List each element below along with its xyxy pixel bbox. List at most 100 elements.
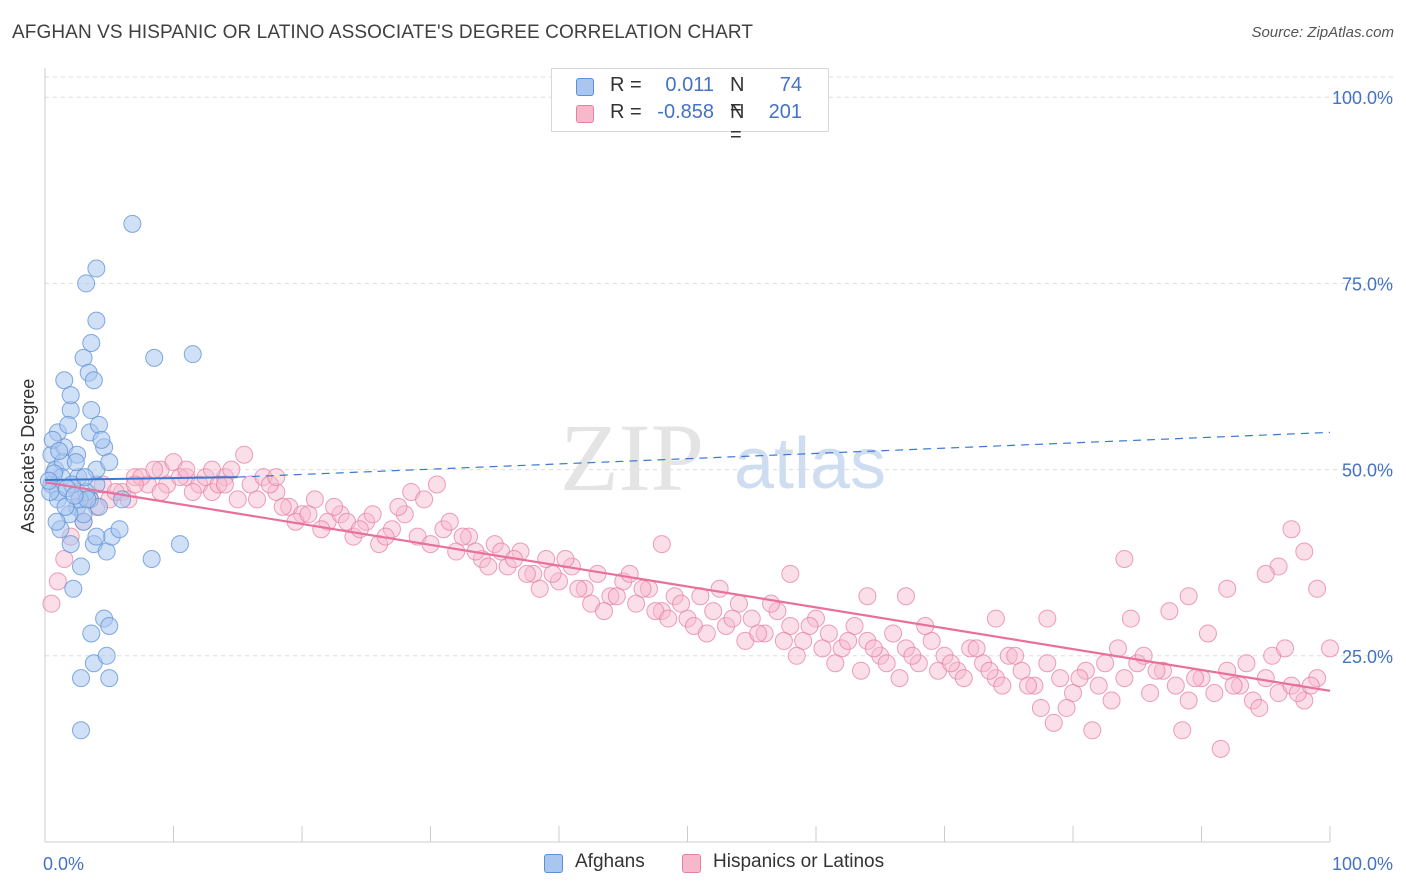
afghans-point — [50, 442, 69, 460]
y-tick-label: 25.0% — [1342, 647, 1393, 667]
hispanics-point — [1276, 639, 1295, 658]
hispanics-point — [1198, 624, 1217, 643]
hispanics-point — [1076, 661, 1095, 680]
correlation-legend: R = 0.011 N = 74 R = -0.858 N = 201 — [551, 68, 829, 146]
hispanics-point — [183, 482, 202, 501]
afghans-point — [142, 549, 161, 568]
hispanics-point — [704, 602, 723, 621]
hispanics-point — [1006, 646, 1025, 665]
hispanics-point — [1186, 669, 1205, 688]
y-tick-label: 75.0% — [1342, 274, 1393, 294]
hispanics-point — [1282, 520, 1301, 539]
hispanics-point — [922, 631, 941, 650]
hispanics-point — [697, 624, 716, 643]
afghans-trend-extension — [237, 431, 1331, 478]
hispanics-point — [1224, 676, 1243, 695]
hispanics-point — [1205, 684, 1224, 703]
hispanics-legend-swatch — [682, 854, 701, 873]
hispanics-point — [209, 475, 228, 494]
afghans-r-value: 0.011 — [665, 74, 714, 96]
y-tick-label: 100.0% — [1332, 88, 1393, 108]
hispanics-point — [543, 564, 562, 583]
hispanics-point — [941, 654, 960, 673]
hispanics-point — [723, 609, 742, 628]
hispanics-point — [453, 527, 472, 546]
hispanics-point — [1179, 691, 1198, 710]
hispanics-point — [909, 654, 928, 673]
hispanics-point — [254, 468, 273, 487]
hispanics-point — [896, 587, 915, 606]
hispanics-point — [331, 505, 350, 524]
hispanics-point — [293, 505, 311, 524]
hispanics-point — [832, 639, 851, 658]
hispanics-point — [48, 572, 67, 591]
hispanics-point — [794, 631, 813, 650]
afghans-point — [65, 486, 84, 505]
hispanics-point — [652, 535, 671, 554]
hispanics-point — [517, 564, 536, 583]
hispanics-n-value: 201 — [768, 101, 802, 123]
y-axis-label: Associate's Degree — [18, 378, 38, 534]
hispanics-point — [550, 572, 568, 591]
hispanics-point — [755, 624, 774, 643]
hispanics-point — [235, 445, 254, 464]
afghans-legend-label: Afghans — [575, 851, 645, 872]
hispanics-point — [954, 669, 973, 688]
afghans-point — [71, 669, 90, 688]
hispanics-point — [1211, 739, 1230, 758]
afghans-point — [59, 415, 78, 434]
afghans-point — [100, 617, 119, 636]
afghans-trend-line — [44, 476, 238, 482]
x-tick-label: 0.0% — [43, 854, 84, 874]
hispanics-point — [1108, 639, 1127, 658]
hispanics-point — [633, 579, 652, 598]
afghans-point — [75, 468, 94, 487]
hispanics-point — [877, 654, 896, 673]
hispanics-point — [1096, 654, 1115, 673]
hispanics-point — [530, 579, 549, 598]
afghans-point — [87, 259, 106, 278]
afghans-point — [71, 721, 90, 740]
chart-title: AFGHAN VS HISPANIC OR LATINO ASSOCIATE'S… — [12, 22, 754, 43]
hispanics-point — [1115, 549, 1134, 568]
afghans-point — [71, 557, 90, 576]
hispanics-point — [1064, 684, 1082, 703]
hispanics-point — [742, 609, 761, 628]
hispanics-point — [1083, 721, 1102, 740]
afghans-point — [82, 401, 101, 420]
hispanics-point — [151, 482, 170, 501]
hispanics-legend-label: Hispanics or Latinos — [713, 851, 885, 872]
hispanics-point — [267, 482, 286, 501]
hispanics-point — [948, 661, 967, 680]
hispanics-point — [1019, 676, 1038, 695]
hispanics-point — [1057, 698, 1076, 717]
hispanics-point — [762, 594, 781, 613]
afghans-n-value: 74 — [779, 74, 802, 96]
afghans-swatch — [576, 78, 594, 96]
hispanics-point — [1025, 676, 1044, 695]
hispanics-point — [884, 624, 903, 643]
hispanics-point — [665, 587, 684, 606]
hispanics-point — [710, 579, 729, 598]
watermark-zip: ZIP — [560, 404, 704, 511]
hispanics-point — [1102, 691, 1121, 710]
afghans-point — [61, 386, 80, 405]
hispanics-swatch — [576, 105, 594, 123]
hispanics-point — [787, 646, 806, 665]
hispanics-point — [896, 639, 915, 658]
afghans-point — [82, 624, 101, 643]
hispanics-point — [1070, 669, 1089, 688]
hispanics-point — [807, 609, 825, 628]
afghans-point — [66, 453, 85, 472]
hispanics-point — [1256, 564, 1275, 583]
afghans-legend-swatch — [544, 854, 563, 873]
afghans-point — [97, 646, 116, 665]
hispanics-point — [813, 639, 832, 658]
hispanics-point — [967, 639, 986, 658]
hispanics-point — [1115, 669, 1134, 688]
afghans-point — [87, 527, 106, 546]
hispanics-point — [903, 646, 922, 665]
hispanics-point — [601, 587, 620, 606]
hispanics-point — [1237, 654, 1256, 673]
